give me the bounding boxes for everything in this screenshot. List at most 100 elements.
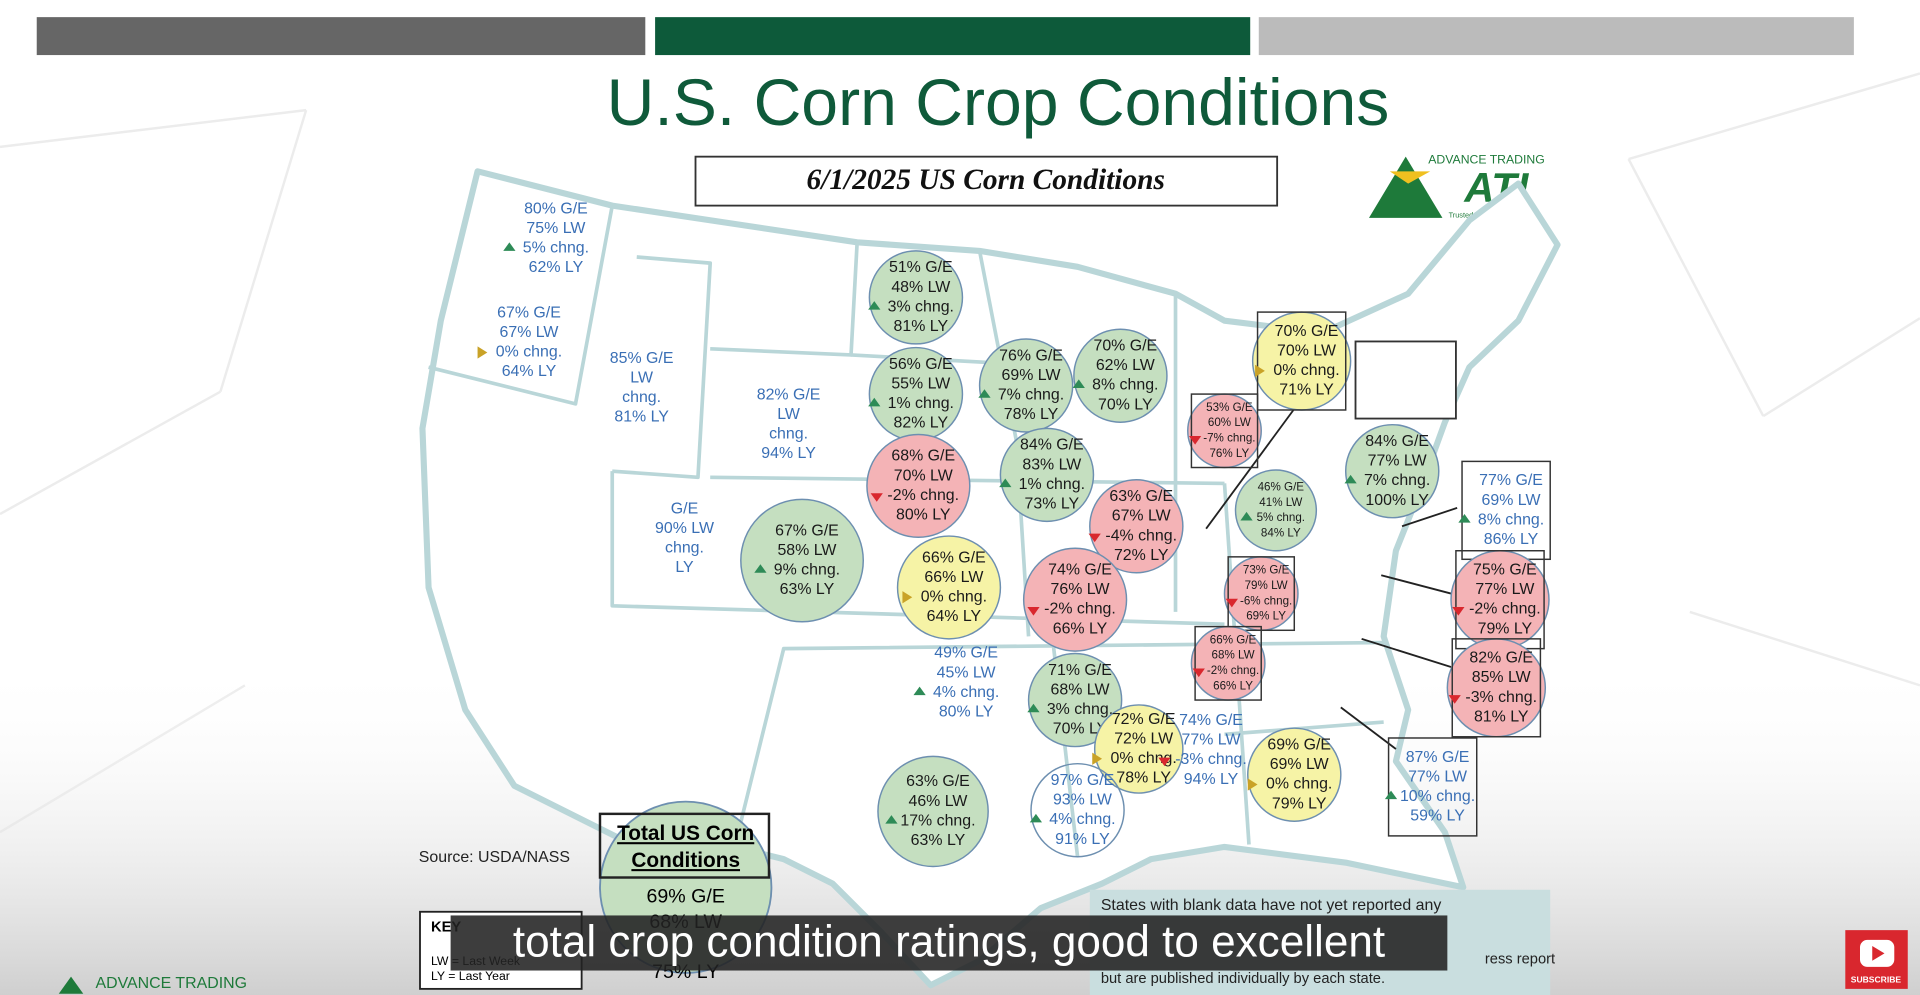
state-value: 91% LY	[1055, 831, 1110, 848]
state-circle	[1022, 547, 1128, 652]
state-value: 74% G/E	[1048, 562, 1112, 579]
state-value: 77% LW	[1368, 453, 1427, 470]
trend-arrow	[1029, 813, 1043, 823]
state-value: 78% LY	[1004, 406, 1059, 423]
caption-background	[450, 915, 1448, 971]
state-label: 69% G/E 69% LW 0% chng. 79% LY	[1247, 727, 1342, 822]
state-label: 70% G/E 70% LW 0% chng. 71% LY	[1251, 311, 1352, 411]
state-label: 80% G/E 75% LW 5% chng. 62% LY	[503, 200, 589, 276]
state-circle	[868, 250, 964, 345]
state-value: 66% G/E	[1210, 633, 1257, 646]
state-value: 70% LY	[1098, 396, 1153, 413]
trend-arrow	[1247, 778, 1258, 791]
state-value: 1% chng.	[1019, 476, 1085, 493]
state-label: 67% G/E 58% LW 9% chng. 63% LY	[740, 498, 864, 623]
state-label: 63% G/E 46% LW 17% chng. 63% LY	[877, 755, 989, 868]
note: States with blank data have not yet repo…	[1101, 897, 1442, 914]
trend-arrow	[885, 815, 898, 824]
state-value: 63% LY	[780, 581, 835, 598]
state-value: -6% chng.	[1240, 594, 1292, 607]
state-value: 3% chng.	[888, 298, 954, 315]
state-value: 84% G/E	[1365, 433, 1429, 450]
source: Source: USDA/NASS	[419, 849, 570, 866]
state-label: 74% G/E 77% LW -3% chng. 94% LY	[1158, 712, 1247, 788]
subscribe-play[interactable]	[1872, 946, 1885, 961]
state-label: 97% G/E 93% LW 4% chng. 91% LY	[1029, 762, 1125, 858]
state-value: 85% G/E	[610, 350, 674, 367]
state-value: 76% G/E	[999, 347, 1063, 364]
state-value: 46% G/E	[1258, 480, 1305, 493]
state-labels: 80% G/E 75% LW 5% chng. 62% LY 67% G/E 67% LW…	[477, 200, 1551, 868]
state-value: 80% LY	[939, 703, 994, 720]
state-box	[1451, 638, 1542, 738]
state-circle	[866, 433, 971, 539]
state-value: 76% LY	[1209, 447, 1249, 460]
state-value: LY	[675, 559, 694, 576]
state-value: -3% chng.	[1175, 751, 1247, 768]
state-circle	[1027, 652, 1123, 748]
state-label: 87% G/E 77% LW 10% chng. 59% LY	[1384, 737, 1478, 837]
state-value: 69% G/E	[1267, 737, 1331, 754]
state-label: 85% G/E LW chng. 81% LY	[610, 350, 674, 426]
state-value: 63% LY	[911, 832, 966, 849]
state-value: 56% G/E	[889, 356, 953, 373]
header-bar	[36, 17, 646, 56]
state-box	[1256, 311, 1347, 411]
state-circle	[999, 427, 1095, 523]
state-value: 78% LY	[1116, 770, 1171, 787]
state-value: 62% LY	[529, 259, 584, 276]
state-value: -2% chng.	[1044, 601, 1116, 618]
state-value: -2% chng.	[1207, 664, 1259, 677]
state-label: 67% G/E 67% LW 0% chng. 64% LY	[477, 305, 562, 380]
state-circle	[896, 535, 1002, 640]
state-value: 66% LW	[924, 569, 983, 586]
state-value: 69% LW	[1002, 367, 1061, 384]
subscribe-button[interactable]: SUBSCRIBE	[1845, 930, 1908, 989]
state-value: 0% chng.	[496, 344, 562, 361]
logo-triangle	[1368, 156, 1443, 218]
state-value: 84% G/E	[1020, 437, 1084, 454]
state-value: 58% LW	[777, 542, 836, 559]
state-value: 66% G/E	[922, 549, 986, 566]
state-value: 70% LW	[1277, 342, 1336, 359]
background-network	[0, 72, 1920, 834]
state-value: 5% chng.	[1257, 511, 1305, 524]
state-value: 75% G/E	[1473, 562, 1537, 579]
state-value: 90% LW	[655, 520, 714, 537]
note: but are published individually by each s…	[1101, 971, 1385, 987]
subtitle-box	[694, 155, 1279, 207]
state-value: 69% LW	[1482, 492, 1541, 509]
total-title: Conditions	[631, 849, 740, 872]
state-label: 84% G/E 77% LW 7% chng. 100% LY	[1344, 423, 1440, 519]
subtitle: 6/1/2025 US Corn Conditions	[807, 164, 1165, 196]
state-label: 63% G/E 67% LW -4% chng. 72% LY	[1088, 479, 1184, 574]
state-value: 71% G/E	[1048, 662, 1112, 679]
state-value: -4% chng.	[1105, 527, 1177, 544]
state-label: G/E 90% LW chng. LY	[655, 500, 714, 576]
state-value: 0% chng.	[1111, 750, 1177, 767]
state-label: 71% G/E 68% LW 3% chng. 70% LY	[1027, 652, 1123, 748]
state-value: 82% LY	[894, 415, 949, 432]
trend-arrow	[1255, 364, 1265, 377]
state-value: 67% G/E	[497, 305, 561, 322]
state-value: 70% G/E	[1093, 338, 1157, 355]
state-value: 81% LY	[614, 409, 669, 426]
trend-arrow	[1452, 607, 1465, 616]
trend-arrow	[1188, 436, 1202, 445]
state-value: 94% LY	[1184, 771, 1239, 788]
state-value: 64% LY	[502, 363, 557, 380]
state-value: 71% LY	[1279, 382, 1334, 399]
state-label: 72% G/E 72% LW 0% chng. 78% LY	[1092, 704, 1184, 794]
state-value: 68% LW	[1212, 649, 1255, 662]
state-value: 80% LY	[896, 506, 951, 523]
state-value: 70% LW	[894, 467, 953, 484]
title: U.S. Corn Crop Conditions	[607, 66, 1390, 140]
state-label: 66% G/E 66% LW 0% chng. 64% LY	[896, 535, 1002, 640]
state-value: 85% LW	[1472, 669, 1531, 686]
state-value: 48% LW	[891, 279, 950, 296]
subscribe-label[interactable]: SUBSCRIBE	[1851, 975, 1902, 985]
state-value: 72% LY	[1114, 547, 1169, 564]
state-value: 8% chng.	[1478, 511, 1544, 528]
